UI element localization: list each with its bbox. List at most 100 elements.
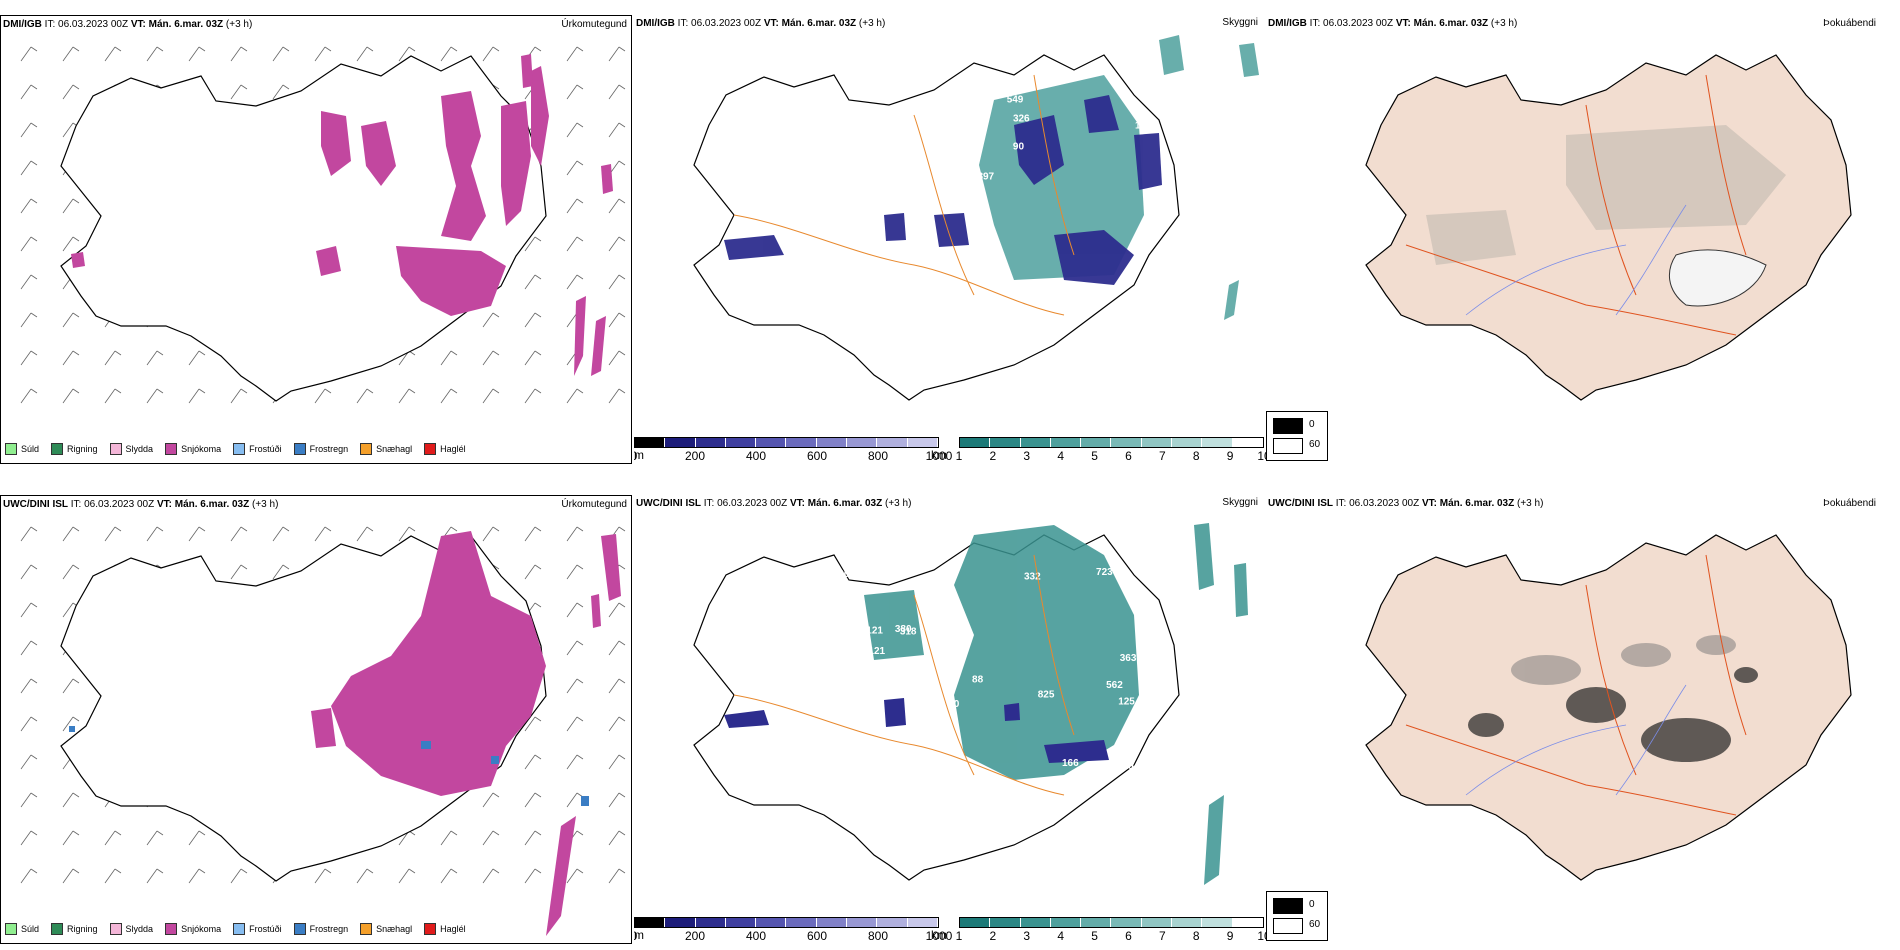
colorbar-tick: 1000 — [925, 449, 953, 463]
legend-item: Slydda — [109, 923, 153, 935]
wind-barb — [104, 830, 122, 846]
forecast-offset: (+3 h) — [1517, 498, 1544, 509]
legend-item: Súld — [5, 923, 39, 935]
wind-barb — [524, 388, 542, 404]
it-value: 06.03.2023 00Z — [1349, 498, 1420, 509]
wind-barb — [566, 198, 584, 214]
legend-item: Frostúði — [233, 923, 282, 935]
wind-barb — [20, 640, 38, 656]
colorbar-cell — [960, 438, 991, 447]
fog-high-label: 0 — [1309, 899, 1315, 910]
colorbar-cell — [1111, 918, 1142, 927]
wind-barb — [524, 830, 542, 846]
wind-barb — [608, 312, 626, 328]
panel-title: UWC/DINI ISL IT: 06.03.2023 00Z VT: Mán.… — [1268, 498, 1543, 509]
forecast-offset: (+3 h) — [885, 498, 912, 509]
wind-barb — [356, 526, 374, 542]
vt-value: Mán. 6.mar. 03Z — [807, 498, 883, 509]
fog-panel-title: Þokuábendi — [1823, 18, 1876, 29]
legend-label: Snjókoma — [181, 444, 222, 454]
panel-title: DMI/IGB IT: 06.03.2023 00Z VT: Mán. 6.ma… — [1268, 18, 1517, 29]
wind-barb — [20, 122, 38, 138]
cloud-base-label: 380 — [895, 624, 912, 635]
fog-panel-title: Þokuábendi — [1823, 498, 1876, 509]
colorbar-cell — [907, 438, 938, 447]
legend-swatch — [109, 443, 122, 455]
vt-value: Mán. 6.mar. 03Z — [781, 18, 857, 29]
colorbar-tick: 4 — [1057, 929, 1064, 943]
wind-barb — [566, 274, 584, 290]
colorbar-cell — [1020, 918, 1051, 927]
wind-barb — [608, 122, 626, 138]
colorbar-tick: 9 — [1226, 449, 1234, 463]
legend-item: Frostregn — [293, 443, 348, 455]
wind-barb — [524, 350, 542, 366]
model-name: UWC/DINI ISL — [3, 499, 68, 510]
legend-label: Frostregn — [309, 924, 349, 934]
wind-barb — [524, 312, 542, 328]
colorbar-tick: 6 — [1125, 929, 1132, 943]
wind-barb — [566, 716, 584, 732]
cloud-base-label: 187 — [875, 158, 892, 169]
legend-item: Haglél — [424, 443, 466, 455]
cloud-base-label: 562 — [1106, 680, 1123, 691]
legend-swatch — [109, 923, 122, 935]
fog-high-swatch — [1273, 418, 1303, 434]
cloud-map: 72 158 312 901 897 122 549 123 326 88 158 189 114 149… — [693, 35, 1259, 401]
wind-barb — [608, 640, 626, 656]
wind-barb — [524, 792, 542, 808]
wind-barb — [272, 84, 290, 100]
wind-barb — [608, 602, 626, 618]
fog-low-label: 60 — [1309, 439, 1321, 450]
vt-label: VT: — [156, 499, 172, 510]
wind-barb — [608, 754, 626, 770]
wind-barb — [608, 274, 626, 290]
wind-barb — [566, 388, 584, 404]
wind-barb — [398, 46, 416, 62]
legend-swatch — [293, 923, 306, 935]
wind-barb — [272, 526, 290, 542]
wind-barb — [440, 46, 458, 62]
wind-barb — [146, 350, 164, 366]
cloud-base-label: 825 — [1038, 690, 1055, 701]
fog-low-label: 60 — [1309, 919, 1321, 930]
cloud-base-label: 901 — [758, 279, 775, 290]
colorbar-cell — [907, 918, 938, 927]
legend-label: Haglél — [440, 924, 466, 934]
precip-panel-title: Úrkomutegund — [561, 499, 627, 510]
colorbar-cell — [756, 438, 787, 447]
wind-barb — [566, 754, 584, 770]
wind-barb — [524, 526, 542, 542]
colorbar-cell — [695, 918, 726, 927]
colorbar-tick: 1000 — [925, 929, 953, 943]
colorbar-cell — [1202, 918, 1233, 927]
colorbar-cell — [960, 918, 991, 927]
wind-barb — [146, 526, 164, 542]
wind-barb — [608, 678, 626, 694]
wind-barb — [62, 198, 80, 214]
colorbar-tick: 2 — [989, 929, 997, 943]
legend-label: Frostúði — [249, 924, 282, 934]
wind-barb — [566, 236, 584, 252]
wind-barb — [104, 46, 122, 62]
wind-barb — [62, 350, 80, 366]
wind-barb — [608, 792, 626, 808]
colorbar-cell — [847, 438, 878, 447]
legend-label: Súld — [21, 444, 40, 454]
cloud-base-label: 310 — [1143, 559, 1160, 570]
colorbar-cell — [816, 438, 848, 447]
wind-barb — [566, 84, 584, 100]
wind-barb — [230, 526, 248, 542]
it-label: IT: — [70, 499, 82, 510]
wind-barb — [608, 236, 626, 252]
colorbar-tick: 800 — [867, 929, 889, 943]
wind-barb — [566, 564, 584, 580]
wind-barb — [272, 564, 290, 580]
colorbar-tick: 200 — [684, 449, 706, 463]
legend-item: Rigning — [51, 923, 98, 935]
wind-barb — [314, 46, 332, 62]
vt-value: Mán. 6.mar. 03Z — [148, 19, 224, 30]
legend-swatch — [165, 443, 178, 455]
vt-value: Mán. 6.mar. 03Z — [174, 499, 250, 510]
legend-label: Frostúði — [249, 444, 282, 454]
